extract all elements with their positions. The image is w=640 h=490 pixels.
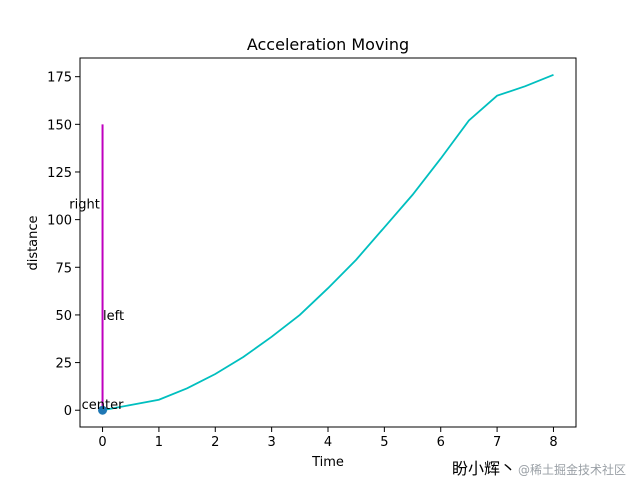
x-tick-label: 8 (549, 435, 557, 450)
x-tick-label: 4 (324, 435, 332, 450)
x-tick-label: 2 (211, 435, 219, 450)
annotation-label: left (103, 309, 124, 324)
x-tick-label: 0 (98, 435, 106, 450)
x-tick-label: 3 (267, 435, 275, 450)
watermark-author: 盼小辉丶 (452, 459, 517, 478)
plot-area: center left right 0 1 2 3 4 5 6 7 8 0 25 50 75 100 125 150… (47, 57, 577, 450)
y-tick-label: 75 (55, 261, 72, 276)
y-tick-label: 50 (55, 309, 72, 324)
chart-title: Acceleration Moving (247, 35, 409, 54)
watermark-site: @稀土掘金技术社区 (518, 463, 627, 477)
series-point-2-0 (98, 405, 108, 415)
y-tick-label: 0 (64, 404, 72, 419)
x-tick-label: 7 (493, 435, 501, 450)
y-tick-label: 125 (47, 166, 72, 181)
y-tick-label: 100 (47, 214, 72, 229)
y-axis-label: distance (26, 215, 41, 270)
x-axis-label: Time (311, 455, 344, 470)
y-tick-label: 150 (47, 118, 72, 133)
annotation-label: right (69, 198, 100, 213)
series-line-0 (102, 73, 554, 412)
x-tick-label: 1 (155, 435, 163, 450)
watermark: 盼小辉丶 @稀土掘金技术社区 (452, 455, 626, 479)
x-tick-label: 5 (380, 435, 388, 450)
plot-frame (79, 57, 577, 428)
annotation-label: center (82, 398, 124, 413)
y-tick-label: 25 (55, 357, 72, 372)
x-tick-label: 6 (437, 435, 445, 450)
y-tick-label: 175 (47, 71, 72, 86)
